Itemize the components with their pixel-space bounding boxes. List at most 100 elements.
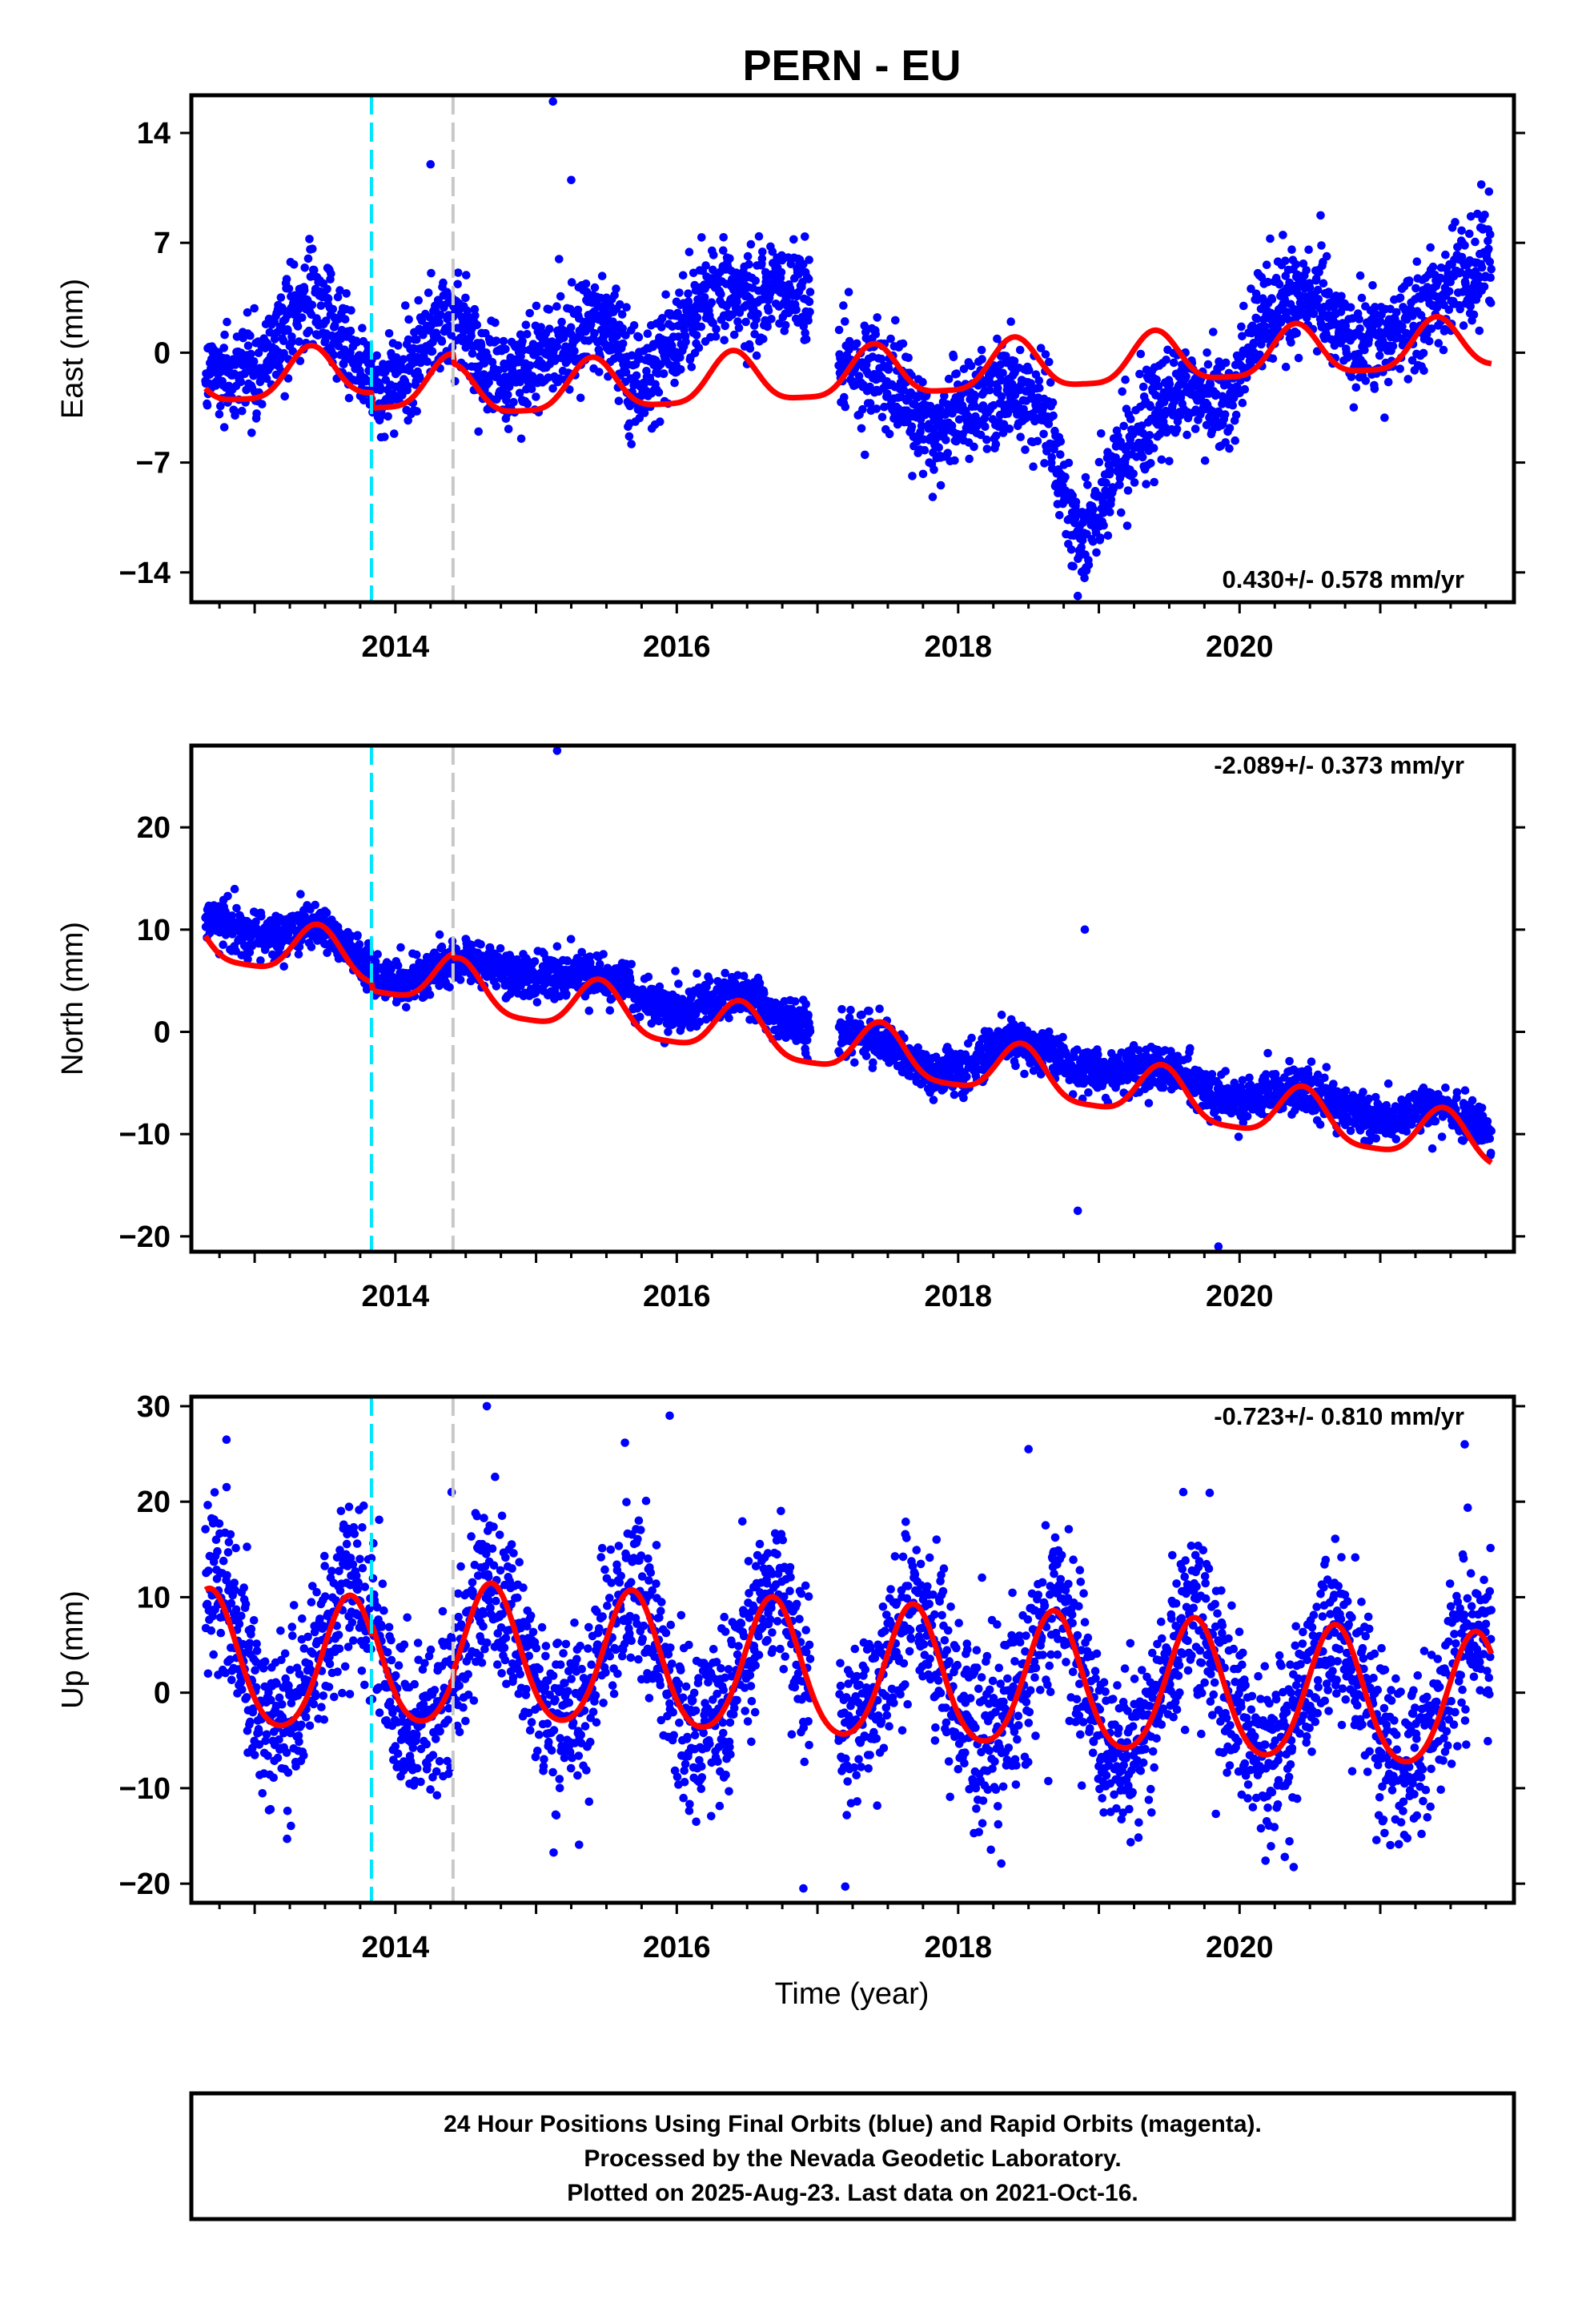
east-point bbox=[404, 335, 413, 344]
east-point bbox=[754, 231, 764, 241]
east-point bbox=[904, 353, 913, 363]
east-point bbox=[994, 384, 1002, 392]
east-point bbox=[1411, 283, 1420, 293]
east-point bbox=[289, 260, 299, 269]
east-point bbox=[697, 322, 706, 332]
east-point bbox=[1355, 315, 1363, 324]
east-point bbox=[844, 287, 853, 297]
east-point bbox=[1398, 322, 1407, 331]
east-point bbox=[805, 297, 814, 307]
east-point bbox=[376, 384, 385, 393]
east-point bbox=[437, 337, 447, 346]
east-point bbox=[882, 389, 892, 398]
north-point bbox=[596, 959, 604, 969]
east-point bbox=[977, 345, 986, 355]
east-point bbox=[1249, 339, 1259, 348]
east-point bbox=[1084, 561, 1094, 569]
north-point bbox=[230, 884, 239, 894]
east-point bbox=[1434, 339, 1443, 348]
east-point bbox=[1106, 465, 1115, 475]
north-point bbox=[566, 935, 576, 943]
east-point bbox=[439, 278, 448, 287]
east-point bbox=[404, 416, 412, 425]
east-point bbox=[947, 421, 957, 430]
east-point bbox=[616, 300, 624, 309]
east-point bbox=[216, 401, 225, 411]
north-point bbox=[760, 988, 769, 998]
east-point bbox=[597, 271, 607, 281]
east-point bbox=[899, 386, 909, 395]
east-point bbox=[471, 311, 480, 320]
east-point bbox=[751, 276, 760, 285]
east-point bbox=[250, 304, 259, 313]
east-point bbox=[305, 235, 314, 243]
east-point bbox=[654, 388, 664, 397]
east-point bbox=[416, 374, 424, 384]
east-point bbox=[789, 235, 798, 244]
north-point bbox=[396, 943, 405, 952]
east-point bbox=[1294, 353, 1303, 363]
east-point bbox=[733, 317, 742, 326]
east-point bbox=[665, 360, 674, 369]
east-point bbox=[1403, 375, 1413, 384]
east-point bbox=[467, 332, 476, 340]
east-point bbox=[1138, 452, 1147, 462]
north-point bbox=[861, 1051, 871, 1060]
east-point bbox=[732, 268, 741, 277]
east-point bbox=[1302, 266, 1311, 275]
north-point bbox=[962, 1072, 971, 1081]
east-point bbox=[684, 289, 693, 299]
east-point bbox=[219, 423, 229, 432]
east-point bbox=[1040, 459, 1049, 468]
east-point bbox=[1240, 384, 1250, 394]
east-point bbox=[557, 317, 566, 327]
east-point bbox=[763, 322, 772, 332]
east-point bbox=[1231, 436, 1239, 445]
east-point bbox=[1404, 276, 1414, 285]
east-point bbox=[1203, 360, 1213, 369]
east-point bbox=[1375, 316, 1385, 326]
east-point bbox=[220, 330, 229, 340]
east-point bbox=[1275, 279, 1284, 289]
east-point bbox=[279, 336, 288, 346]
east-point bbox=[1252, 314, 1262, 324]
east-point bbox=[223, 317, 231, 327]
east-point bbox=[1182, 372, 1191, 381]
east-point bbox=[1225, 444, 1234, 453]
x-tick-label: 2018 bbox=[925, 630, 993, 664]
east-point bbox=[621, 368, 631, 377]
east-point bbox=[384, 329, 394, 338]
east-point bbox=[1146, 459, 1155, 468]
east-model-line bbox=[203, 314, 1493, 414]
east-point bbox=[720, 336, 729, 345]
north-point bbox=[693, 969, 701, 978]
east-point bbox=[304, 326, 314, 336]
north-point bbox=[294, 950, 303, 959]
east-point bbox=[283, 326, 292, 336]
north-point bbox=[801, 999, 810, 1009]
east-point bbox=[681, 337, 690, 347]
north-point bbox=[257, 912, 266, 921]
east-point bbox=[1071, 497, 1081, 507]
east-point bbox=[427, 268, 436, 278]
east-point bbox=[500, 364, 509, 373]
north-point bbox=[599, 950, 608, 959]
north-point bbox=[393, 961, 403, 970]
east-point bbox=[404, 315, 413, 324]
east-point bbox=[919, 435, 928, 444]
east-point bbox=[632, 371, 641, 380]
east-point bbox=[435, 318, 444, 327]
north-point bbox=[950, 1090, 959, 1100]
east-point bbox=[492, 336, 501, 345]
east-point bbox=[928, 493, 938, 501]
east-point bbox=[1477, 263, 1487, 272]
east-point bbox=[552, 342, 562, 352]
east-point bbox=[729, 330, 739, 340]
east-point bbox=[675, 288, 684, 297]
east-point bbox=[461, 293, 470, 303]
east-point bbox=[1182, 430, 1191, 440]
east-point bbox=[308, 244, 317, 254]
east-point bbox=[978, 355, 986, 364]
